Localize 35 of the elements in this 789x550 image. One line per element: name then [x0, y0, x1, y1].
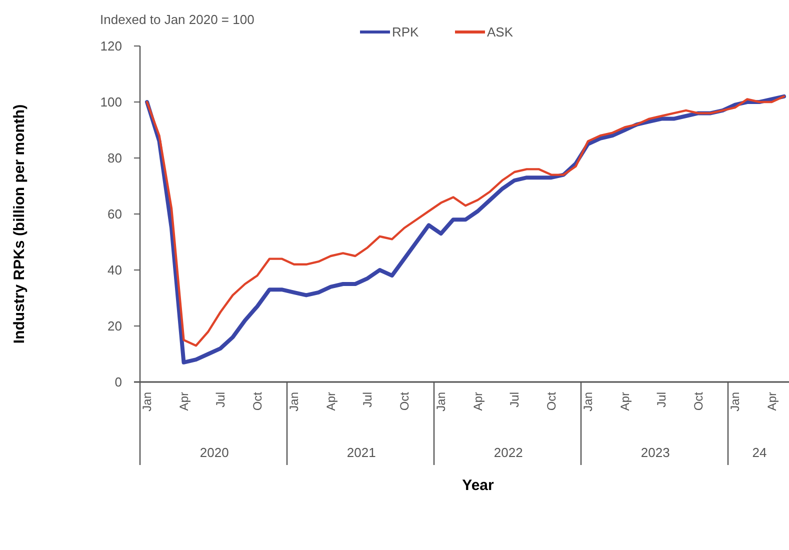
x-tick-label: Jul — [214, 392, 228, 408]
y-tick-label: 20 — [108, 318, 122, 334]
x-tick-label: Jan — [728, 392, 742, 412]
x-tick-label: Oct — [544, 391, 558, 411]
text: 2023 — [640, 445, 670, 460]
x-tick-label: Jul — [360, 392, 375, 408]
legend-label: RPK — [392, 24, 420, 40]
y-tick-label: 60 — [108, 206, 122, 222]
x-tick-label: Oct — [250, 391, 264, 411]
x-tick-label: Jan — [140, 392, 154, 412]
text: 2022 — [494, 445, 523, 460]
text: 24 — [752, 445, 767, 460]
x-tick-label: Jul — [654, 392, 669, 408]
x-tick-label: Apr — [470, 392, 485, 411]
y-tick-label: 40 — [108, 262, 122, 278]
x-tick-label: Jan — [581, 392, 596, 412]
y-tick-label: 80 — [108, 150, 122, 166]
x-tick-label: Apr — [764, 392, 779, 411]
x-tick-label: Oct — [397, 391, 412, 411]
x-tick-label: Jul — [508, 392, 522, 408]
chart-subtitle: Indexed to Jan 2020 = 100 — [100, 12, 254, 27]
text: 2021 — [346, 445, 376, 460]
x-tick-label: Apr — [618, 392, 632, 411]
y-tick-label: 120 — [100, 38, 122, 54]
y-tick-label: 0 — [114, 374, 122, 390]
x-tick-label: Apr — [324, 392, 338, 411]
x-axis-title: Year — [462, 477, 494, 494]
x-tick-label: Apr — [176, 392, 191, 411]
y-axis-title: Industry RPKs (billion per month) — [11, 104, 28, 344]
x-tick-label: Oct — [691, 391, 706, 411]
legend-label: ASK — [487, 24, 514, 40]
text: 2020 — [200, 445, 229, 460]
x-tick-label: Jan — [434, 392, 448, 412]
x-tick-label: Jan — [287, 392, 302, 412]
y-tick-label: 100 — [100, 94, 122, 110]
